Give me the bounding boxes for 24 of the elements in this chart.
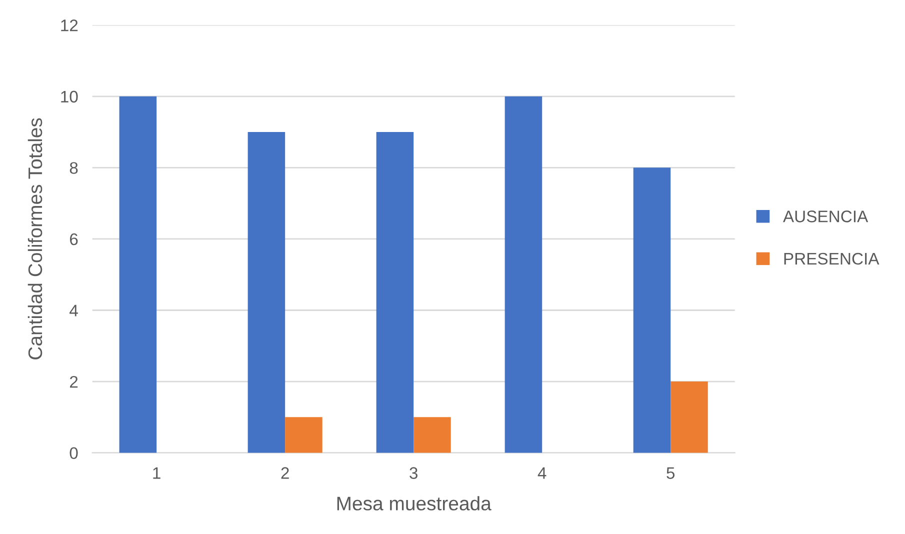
legend-label: PRESENCIA [784,252,880,265]
y-tick-label: 12 [61,20,78,32]
bar [376,132,414,453]
bar [504,96,542,453]
y-tick-label: 0 [70,447,78,460]
bar [633,168,671,453]
y-tick-label: 6 [70,233,78,246]
legend-label: AUSENCIA [782,210,868,222]
x-tick-label: 2 [281,467,289,479]
bar [285,417,322,453]
x-tick-label: 3 [410,467,418,479]
y-tick-label: 4 [70,304,78,316]
bar [119,96,157,453]
y-tick-label: 8 [70,162,78,174]
x-tick-label: 4 [538,467,546,479]
x-tick-label: 1 [153,467,160,479]
x-tick-label: 5 [666,467,675,479]
x-axis-title: Mesa muestreada [337,496,492,510]
y-axis-title: Cantidad Coliformes Totales [28,118,42,360]
bar [248,132,286,453]
bar [414,417,451,453]
y-tick-label: 2 [70,376,78,388]
y-tick-label: 10 [61,90,78,103]
bar [670,382,708,453]
